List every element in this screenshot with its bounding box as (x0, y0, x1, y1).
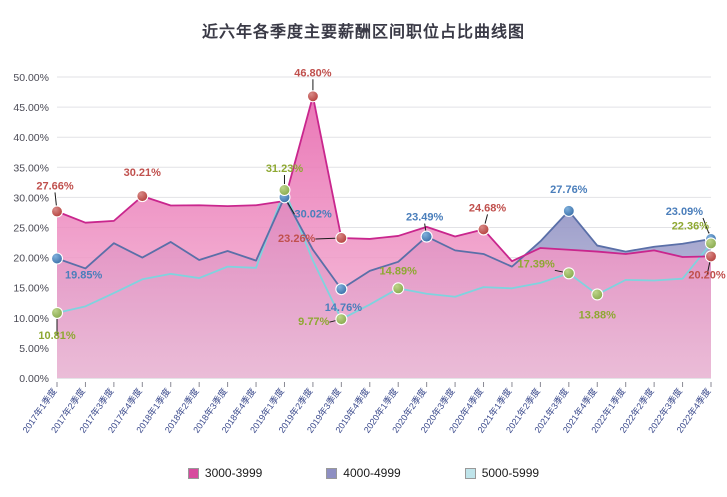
data-marker-3000-3999-0[interactable] (50, 205, 64, 218)
data-marker-4000-4999-18[interactable] (562, 204, 575, 217)
legend-item-4000-4999[interactable]: 4000-4999 (326, 466, 401, 480)
x-axis-tick-marks (56, 382, 712, 387)
y-tick-3: 15.00% (13, 283, 49, 295)
data-label-5000-5999-19: 13.88% (579, 309, 617, 321)
data-label-5000-5999-12: 14.89% (380, 265, 418, 277)
y-tick-1: 5.00% (19, 343, 49, 355)
data-label-3000-3999-15: 24.68% (469, 202, 507, 214)
y-tick-8: 40.00% (13, 132, 49, 144)
y-tick-0: 0.00% (19, 373, 49, 385)
data-label-4000-4999-18: 27.76% (550, 184, 588, 196)
legend-swatch-5000-5999 (464, 467, 476, 479)
data-marker-3000-3999-23[interactable] (704, 250, 718, 263)
data-marker-3000-3999-15[interactable] (477, 223, 490, 236)
legend-swatch-3000-3999 (187, 467, 199, 479)
legend-label-3000-3999: 3000-3999 (204, 466, 263, 480)
y-tick-6: 30.00% (13, 192, 49, 204)
series-areas (57, 96, 711, 378)
data-marker-5000-5999-18[interactable] (562, 267, 575, 280)
data-marker-5000-5999-0[interactable] (50, 306, 64, 319)
series-line-4000-4999 (56, 196, 712, 291)
data-label-3000-3999-3: 30.21% (124, 167, 162, 179)
y-tick-7: 35.00% (13, 162, 49, 174)
y-tick-4: 20.00% (13, 253, 49, 265)
data-value-labels: 27.66% 30.21% 46.80% 23.26% 24.68% 20.20% 19.8… (36, 67, 726, 342)
y-tick-5: 25.00% (13, 223, 49, 235)
y-tick-9: 45.00% (13, 102, 49, 114)
data-marker-5000-5999-23[interactable] (704, 237, 718, 250)
data-marker-4000-4999-0[interactable] (50, 252, 64, 265)
legend-label-4000-4999: 4000-4999 (343, 466, 401, 480)
data-marker-5000-5999-8[interactable] (278, 183, 291, 197)
data-marker-3000-3999-10[interactable] (335, 231, 348, 245)
data-point-markers[interactable] (50, 90, 718, 326)
data-label-5000-5999-18: 17.39% (518, 258, 556, 270)
y-axis-tick-labels: 0.00% 5.00% 10.00% 15.00% 20.00% 25.00% 30.00%… (13, 72, 49, 385)
data-marker-5000-5999-10[interactable] (335, 313, 348, 326)
data-marker-5000-5999-19[interactable] (591, 288, 604, 301)
data-marker-4000-4999-10[interactable] (335, 283, 348, 296)
series-area-3000-3999 (57, 96, 711, 378)
data-marker-3000-3999-3[interactable] (136, 190, 149, 203)
data-label-4000-4999-23: 23.09% (666, 206, 704, 218)
data-label-5000-5999-23: 22.36% (672, 220, 710, 232)
legend-item-5000-5999[interactable]: 5000-5999 (464, 466, 540, 480)
chart-title: 近六年各季度主要薪酬区间职位占比曲线图 (201, 24, 525, 41)
data-label-4000-4999-0: 19.85% (65, 270, 103, 282)
chart-legend: 3000-3999 4000-4999 5000-5999 (0, 466, 727, 480)
data-label-4000-4999-10: 14.76% (325, 302, 363, 314)
data-label-4000-4999-13: 23.49% (406, 212, 444, 224)
legend-item-3000-3999[interactable]: 3000-3999 (187, 466, 263, 480)
y-tick-10: 50.00% (13, 72, 49, 84)
data-label-3000-3999-10: 23.26% (278, 233, 316, 245)
data-marker-5000-5999-12[interactable] (392, 282, 405, 295)
legend-label-5000-5999: 5000-5999 (481, 466, 540, 480)
y-tick-2: 10.00% (13, 313, 49, 325)
data-label-3000-3999-0: 27.66% (36, 180, 74, 192)
data-label-5000-5999-0: 10.81% (38, 330, 76, 342)
legend-swatch-4000-4999 (326, 467, 338, 479)
data-label-5000-5999-8: 31.23% (266, 163, 304, 175)
series-line-3000-3999 (56, 95, 712, 263)
data-label-5000-5999-10: 9.77% (298, 316, 329, 328)
data-marker-4000-4999-13[interactable] (420, 230, 433, 243)
data-label-4000-4999-8: 30.02% (294, 208, 332, 220)
x-axis-tick-labels: 2017年1季度2017年2季度2017年3季度2017年4季度2018年1季度… (20, 386, 713, 435)
data-label-3000-3999-23: 20.20% (688, 269, 726, 281)
data-label-3000-3999-9: 46.80% (294, 67, 332, 79)
data-marker-3000-3999-9[interactable] (306, 90, 319, 103)
